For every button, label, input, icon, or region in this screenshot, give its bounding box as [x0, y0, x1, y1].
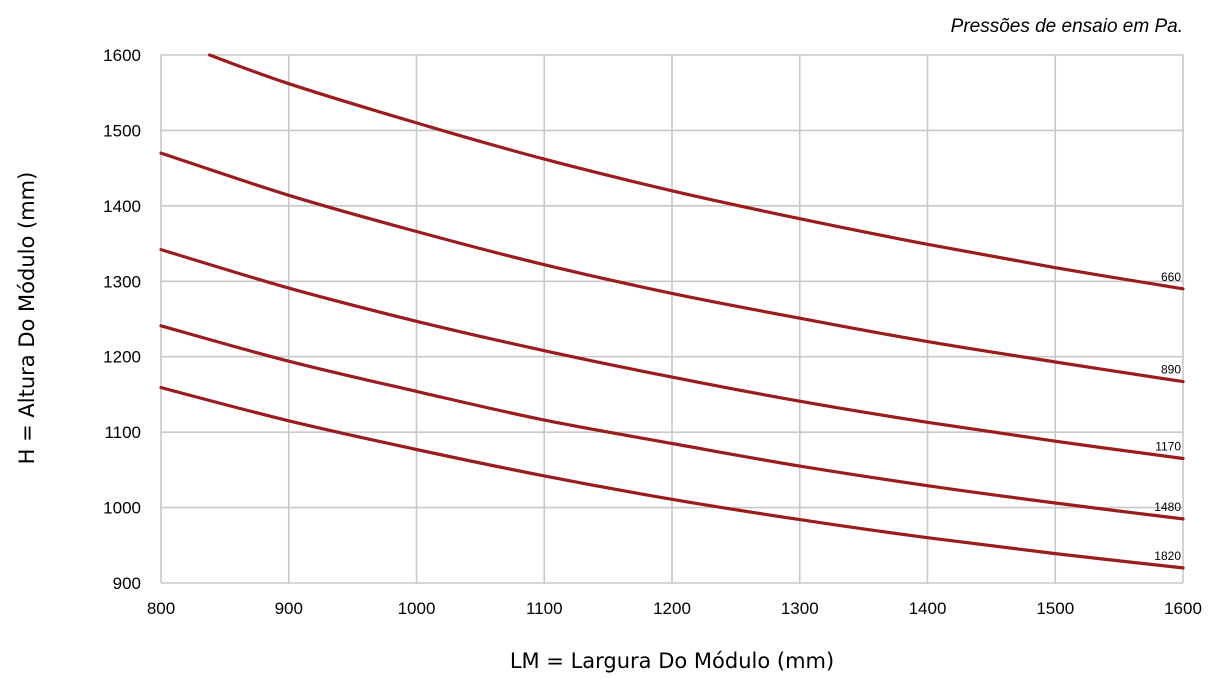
- y-tick-label: 1000: [103, 499, 141, 518]
- x-tick-label: 1400: [909, 599, 947, 618]
- y-tick-label: 1500: [103, 121, 141, 140]
- y-tick-label: 1400: [103, 197, 141, 216]
- series-label-1170: 1170: [1155, 440, 1181, 454]
- pressure-note: Pressões de ensaio em Pa.: [951, 16, 1183, 37]
- series-line-660: [207, 53, 1185, 291]
- series-labels: 660 890 1170 1480 1820: [1154, 270, 1181, 563]
- x-tick-label: 1300: [781, 599, 819, 618]
- y-axis-title: H = Altura Do Módulo (mm): [15, 172, 39, 465]
- x-tick-label: 1500: [1036, 599, 1074, 618]
- x-tick-label: 1100: [526, 599, 563, 618]
- series-label-1480: 1480: [1154, 500, 1181, 514]
- x-tick-label: 800: [147, 599, 175, 618]
- x-tick-label: 1200: [653, 599, 691, 618]
- x-axis-title: LM = Largura Do Módulo (mm): [510, 649, 834, 673]
- series-line-890: [159, 151, 1185, 384]
- y-tick-label: 1200: [103, 348, 141, 367]
- y-tick-label: 1300: [103, 272, 141, 291]
- series-lines: [159, 53, 1185, 570]
- x-tick-label: 1600: [1164, 599, 1202, 618]
- series-label-890: 890: [1161, 363, 1181, 377]
- y-tick-label: 1600: [103, 46, 141, 65]
- series-line-1480: [159, 324, 1185, 521]
- series-line-1820: [159, 386, 1185, 570]
- y-tick-label: 1100: [104, 423, 141, 442]
- series-line-1170: [159, 248, 1185, 461]
- tick-labels: 800 900 1000 1100 1200 1300 1400 1500 1600 900 100…: [103, 46, 1202, 618]
- series-label-1820: 1820: [1154, 549, 1181, 563]
- x-tick-label: 900: [275, 599, 303, 618]
- x-tick-label: 1000: [398, 599, 436, 618]
- y-tick-label: 900: [113, 574, 141, 593]
- series-label-660: 660: [1161, 270, 1181, 284]
